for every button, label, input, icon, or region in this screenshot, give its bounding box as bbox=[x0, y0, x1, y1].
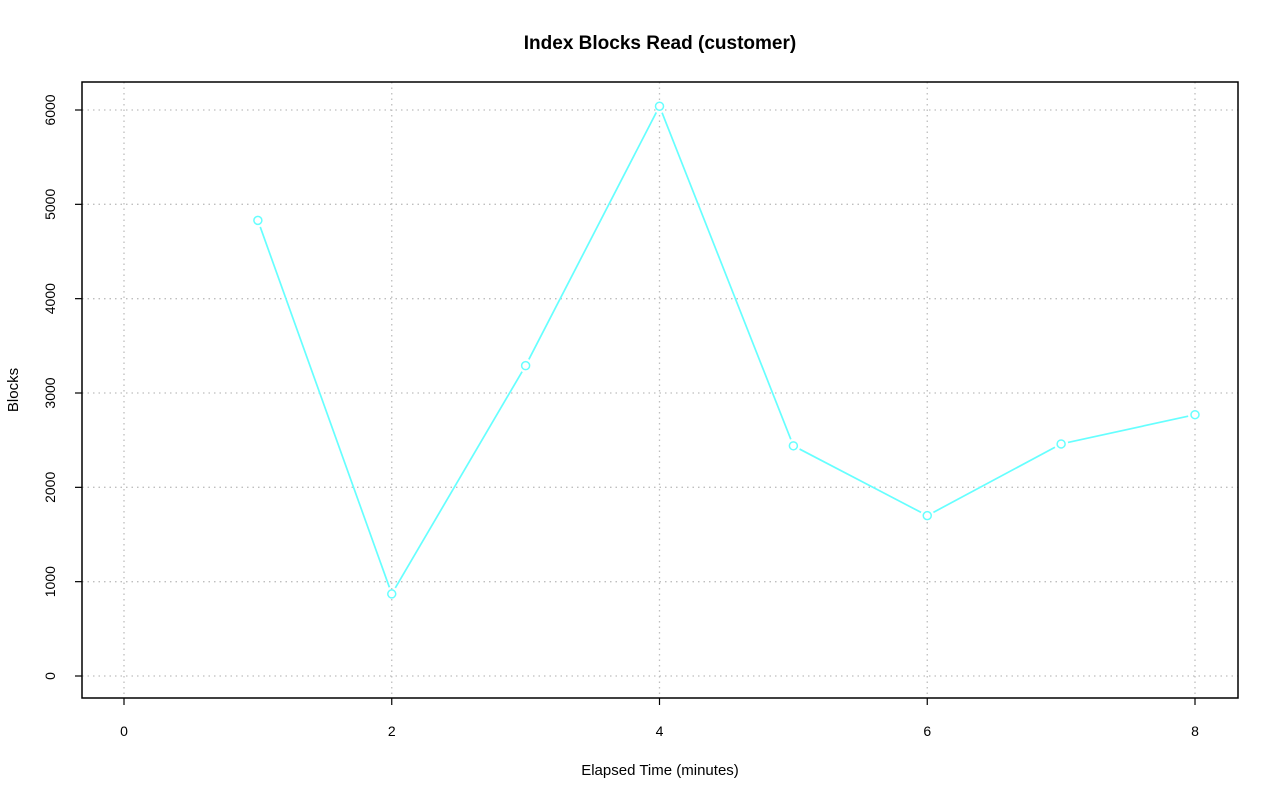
y-tick-label: 4000 bbox=[42, 283, 58, 314]
y-tick-label: 6000 bbox=[42, 94, 58, 125]
series-segment bbox=[661, 112, 792, 440]
y-tick-label: 2000 bbox=[42, 472, 58, 503]
y-axis: 0 1000 2000 3000 4000 5000 6000 bbox=[42, 94, 82, 680]
series-layer bbox=[253, 101, 1200, 599]
x-tick-label: 0 bbox=[120, 723, 128, 739]
data-point bbox=[922, 510, 932, 521]
data-point bbox=[1056, 439, 1066, 449]
data-point bbox=[654, 101, 665, 111]
data-point bbox=[520, 360, 531, 371]
series-segment bbox=[528, 112, 658, 360]
x-tick-label: 6 bbox=[923, 723, 931, 739]
x-tick-label: 8 bbox=[1191, 723, 1199, 739]
series-segment bbox=[394, 371, 523, 589]
series-segment bbox=[1067, 415, 1189, 444]
series-segment bbox=[259, 226, 391, 588]
data-point bbox=[253, 215, 263, 226]
chart-title: Index Blocks Read (customer) bbox=[524, 33, 796, 54]
y-tick-label: 5000 bbox=[42, 189, 58, 220]
grid bbox=[82, 82, 1238, 698]
series-segment bbox=[933, 446, 1056, 514]
x-axis-label: Elapsed Time (minutes) bbox=[581, 762, 739, 779]
y-axis-label: Blocks bbox=[5, 368, 22, 412]
data-point bbox=[1190, 409, 1200, 420]
y-tick-label: 3000 bbox=[42, 377, 58, 408]
y-tick-label: 1000 bbox=[42, 566, 58, 597]
series-segment bbox=[799, 448, 922, 514]
data-point bbox=[788, 441, 799, 451]
x-axis: 0 2 4 6 8 bbox=[120, 698, 1199, 739]
x-tick-label: 2 bbox=[388, 723, 396, 739]
x-tick-label: 4 bbox=[656, 723, 664, 739]
data-point bbox=[387, 589, 397, 599]
y-tick-label: 0 bbox=[42, 672, 58, 680]
